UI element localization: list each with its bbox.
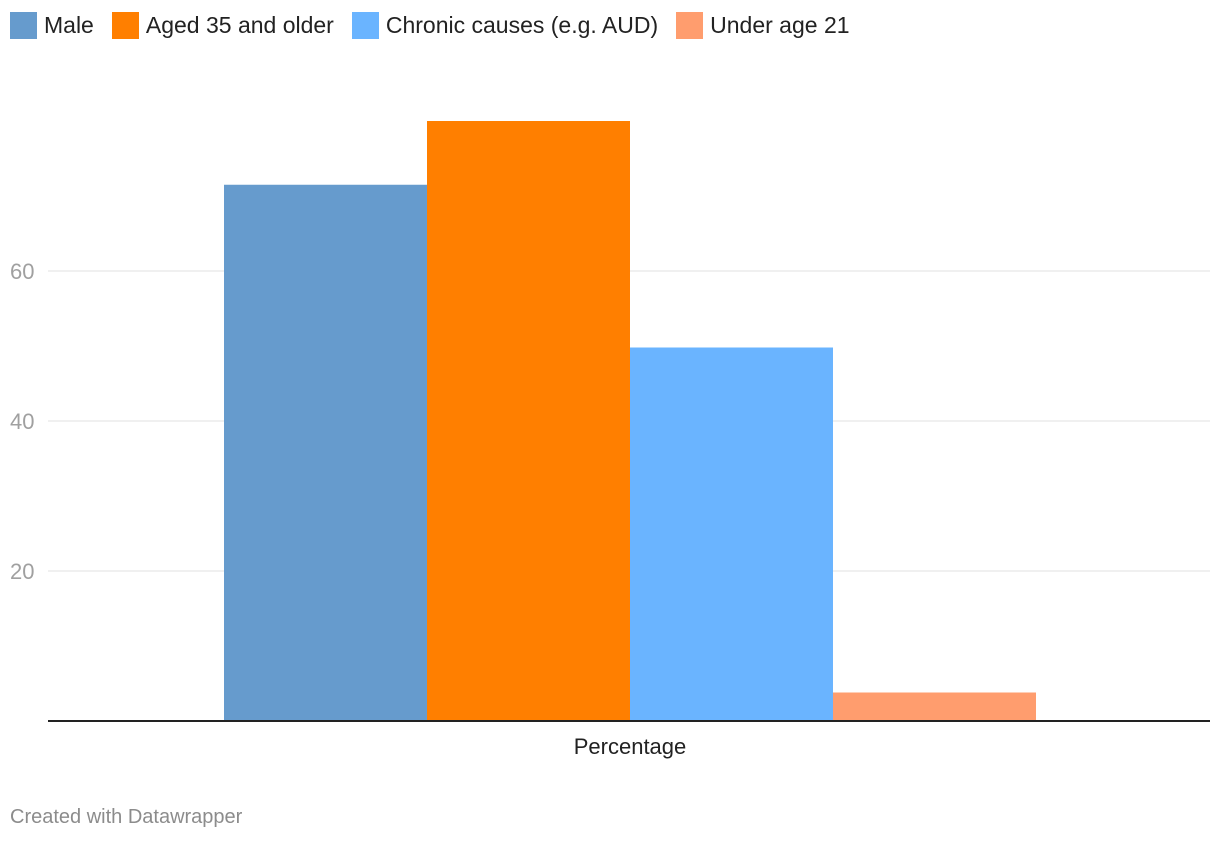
legend-label-male: Male: [44, 12, 94, 38]
legend-swatch-chronic: [351, 12, 379, 39]
bar-under-age-21: [833, 692, 1036, 721]
legend-item-male: Male: [10, 12, 94, 39]
y-tick-label-20: 20: [10, 559, 34, 584]
bar-chronic-causes-e-g-aud: [630, 347, 833, 721]
bar-male: [224, 184, 427, 721]
x-category-label: Percentage: [574, 734, 687, 759]
footer-credit: Created with Datawrapper: [10, 806, 243, 828]
legend-label-under-21: Under age 21: [710, 12, 850, 38]
legend-label-chronic: Chronic causes (e.g. AUD): [385, 12, 659, 38]
bar-aged-35-and-older: [427, 121, 630, 721]
legend: Male Aged 35 and older Chronic causes (e…: [10, 12, 868, 39]
legend-item-under-21: Under age 21: [676, 12, 850, 39]
legend-label-aged-35: Aged 35 and older: [145, 12, 334, 38]
y-tick-label-40: 40: [10, 409, 34, 434]
y-tick-label-60: 60: [10, 259, 34, 284]
legend-swatch-under-21: [676, 12, 704, 39]
legend-swatch-aged-35: [111, 12, 139, 39]
legend-item-aged-35: Aged 35 and older: [111, 12, 334, 39]
legend-item-chronic: Chronic causes (e.g. AUD): [351, 12, 659, 39]
legend-swatch-male: [10, 12, 37, 39]
